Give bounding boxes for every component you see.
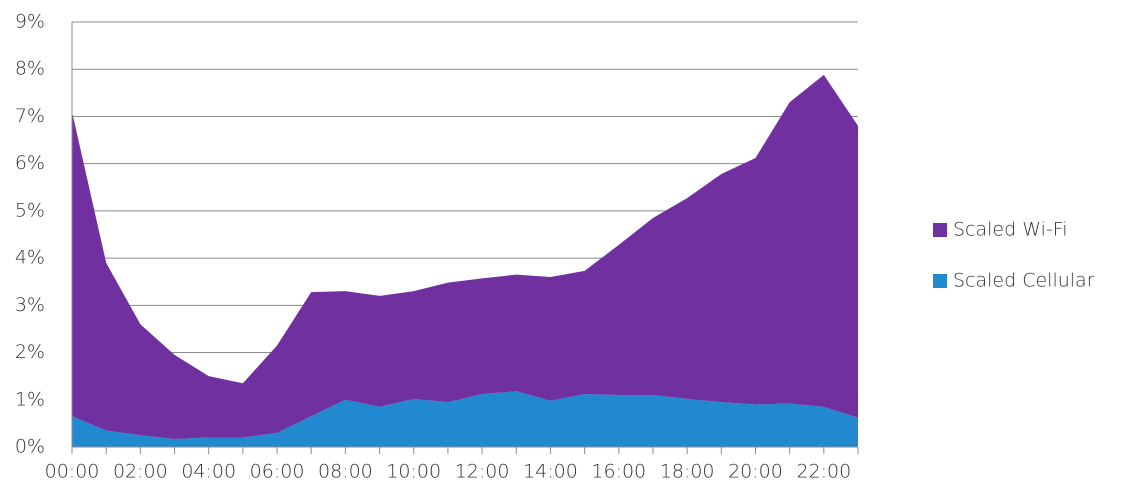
legend-label: Scaled Wi-Fi bbox=[953, 219, 1068, 241]
y-tick-label: 5% bbox=[15, 199, 45, 221]
legend-swatch bbox=[933, 274, 947, 288]
x-tick-label: 10:00 bbox=[386, 461, 441, 483]
x-tick-label: 20:00 bbox=[728, 461, 783, 483]
y-tick-label: 0% bbox=[15, 436, 45, 458]
y-tick-label: 4% bbox=[15, 247, 45, 269]
y-tick-label: 2% bbox=[15, 341, 45, 363]
legend: Scaled Wi-Fi Scaled Cellular bbox=[933, 219, 1095, 292]
legend-label: Scaled Cellular bbox=[953, 270, 1095, 292]
x-tick-label: 06:00 bbox=[250, 461, 305, 483]
y-tick-label: 7% bbox=[15, 105, 45, 127]
y-tick-label: 6% bbox=[15, 152, 45, 174]
x-tick-label: 08:00 bbox=[318, 461, 373, 483]
grid bbox=[72, 21, 858, 401]
x-tick-label: 02:00 bbox=[113, 461, 168, 483]
y-tick-label: 3% bbox=[15, 294, 45, 316]
legend-swatch bbox=[933, 223, 947, 237]
x-tick-label: 00:00 bbox=[45, 461, 100, 483]
x-tick-label: 12:00 bbox=[455, 461, 510, 483]
x-tick-label: 22:00 bbox=[796, 461, 851, 483]
x-tick-label: 14:00 bbox=[523, 461, 578, 483]
y-tick-label: 9% bbox=[15, 11, 45, 33]
x-tick-label: 04:00 bbox=[181, 461, 236, 483]
x-tick-label: 18:00 bbox=[660, 461, 715, 483]
areas bbox=[72, 74, 858, 447]
y-tick-label: 8% bbox=[15, 58, 45, 80]
axes: 0% 1% 2% 3% 4% 5% 6% 7% 8% 9% 00:00 02:00 04:00 06:00… bbox=[15, 11, 859, 483]
y-tick-label: 1% bbox=[15, 388, 45, 410]
x-tick-label: 16:00 bbox=[591, 461, 646, 483]
area bbox=[72, 74, 858, 439]
area bbox=[72, 391, 858, 447]
